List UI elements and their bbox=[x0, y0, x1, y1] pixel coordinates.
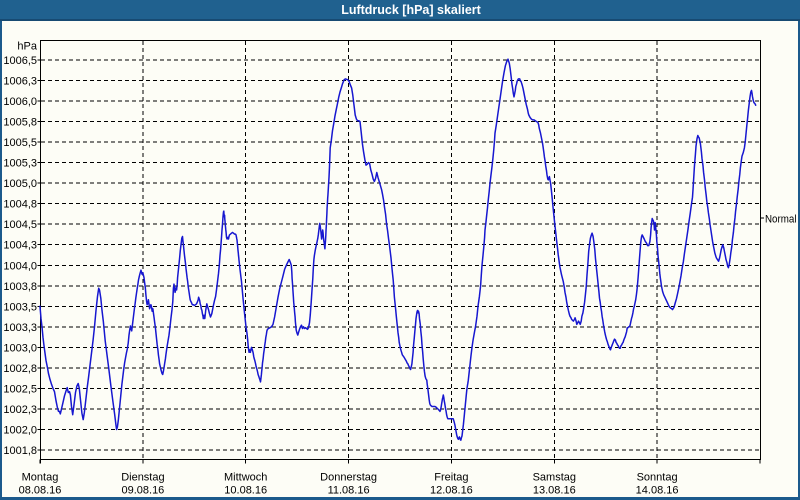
svg-text:1002,8: 1002,8 bbox=[3, 363, 37, 375]
svg-text:Freitag: Freitag bbox=[434, 472, 468, 484]
svg-text:1002,5: 1002,5 bbox=[3, 383, 37, 395]
svg-text:1003,3: 1003,3 bbox=[3, 322, 37, 334]
svg-text:1002,0: 1002,0 bbox=[3, 425, 37, 437]
svg-text:Samstag: Samstag bbox=[533, 472, 576, 484]
svg-text:1006,3: 1006,3 bbox=[3, 76, 37, 88]
svg-text:Donnerstag: Donnerstag bbox=[320, 472, 377, 484]
svg-text:1005,0: 1005,0 bbox=[3, 178, 37, 190]
svg-text:1004,3: 1004,3 bbox=[3, 240, 37, 252]
svg-text:1005,5: 1005,5 bbox=[3, 137, 37, 149]
svg-text:1003,5: 1003,5 bbox=[3, 301, 37, 313]
svg-text:1006,0: 1006,0 bbox=[3, 96, 37, 108]
svg-text:hPa: hPa bbox=[17, 41, 37, 53]
svg-text:Dienstag: Dienstag bbox=[121, 472, 164, 484]
svg-text:Normal: Normal bbox=[765, 214, 797, 226]
svg-text:Mittwoch: Mittwoch bbox=[224, 472, 267, 484]
svg-text:1002,3: 1002,3 bbox=[3, 404, 37, 416]
svg-text:08.08.16: 08.08.16 bbox=[19, 485, 62, 497]
svg-text:12.08.16: 12.08.16 bbox=[430, 485, 473, 497]
svg-text:1003,0: 1003,0 bbox=[3, 342, 37, 354]
svg-text:1004,8: 1004,8 bbox=[3, 199, 37, 211]
svg-text:09.08.16: 09.08.16 bbox=[121, 485, 164, 497]
svg-text:11.08.16: 11.08.16 bbox=[328, 485, 370, 497]
svg-text:1005,8: 1005,8 bbox=[3, 117, 37, 129]
svg-text:1004,0: 1004,0 bbox=[3, 260, 37, 272]
svg-text:Montag: Montag bbox=[22, 472, 59, 484]
svg-text:Sonntag: Sonntag bbox=[637, 472, 678, 484]
svg-text:1001,8: 1001,8 bbox=[3, 445, 37, 457]
svg-text:10.08.16: 10.08.16 bbox=[224, 485, 267, 497]
svg-text:1005,3: 1005,3 bbox=[3, 158, 37, 170]
svg-text:1006,5: 1006,5 bbox=[3, 55, 37, 67]
svg-text:1004,5: 1004,5 bbox=[3, 219, 37, 231]
svg-text:14.08.16: 14.08.16 bbox=[636, 485, 679, 497]
svg-text:1003,8: 1003,8 bbox=[3, 281, 37, 293]
svg-text:13.08.16: 13.08.16 bbox=[533, 485, 576, 497]
